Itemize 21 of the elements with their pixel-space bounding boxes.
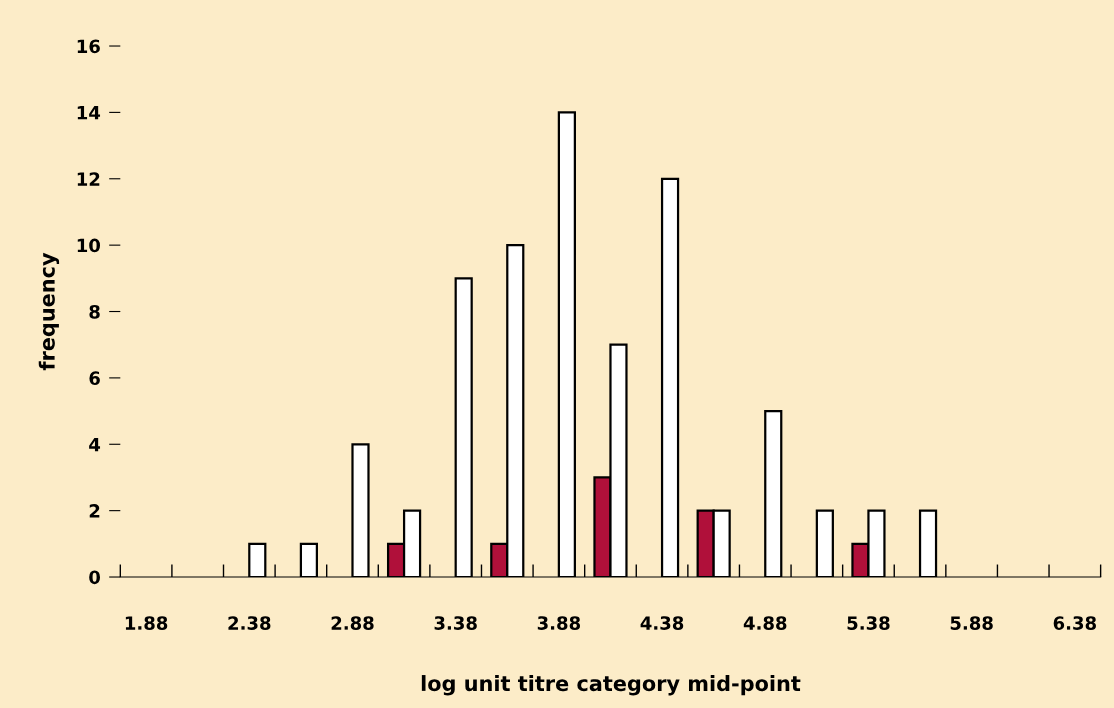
y-tick-label: 12 [77, 172, 100, 186]
x-tick-label: 5.88 [950, 616, 993, 630]
x-tick-label: 5.38 [847, 616, 890, 630]
y-tick-label: 4 [89, 437, 101, 452]
y-tick-label: 2 [89, 504, 100, 518]
x-axis-title: log unit titre category mid-point [421, 675, 801, 696]
x-tick-label: 4.88 [743, 616, 787, 630]
y-tick-label: 16 [77, 39, 100, 54]
x-tick-label: 6.38 [1053, 616, 1096, 630]
y-tick-label: 14 [77, 106, 101, 120]
x-tick-label: 1.88 [125, 616, 168, 630]
y-tick-label: 8 [89, 304, 100, 319]
x-tick-label: 4.38 [640, 616, 684, 630]
x-tick-label: 2.38 [228, 616, 271, 630]
y-tick-label: 0 [89, 570, 100, 585]
x-tick-label: 3.88 [537, 616, 581, 630]
y-tick-label: 10 [77, 238, 100, 253]
x-tick-label: 3.38 [434, 616, 477, 630]
y-axis-title: frequency [38, 252, 60, 371]
y-tick-label: 6 [89, 371, 100, 386]
x-tick-label: 2.88 [331, 616, 374, 630]
